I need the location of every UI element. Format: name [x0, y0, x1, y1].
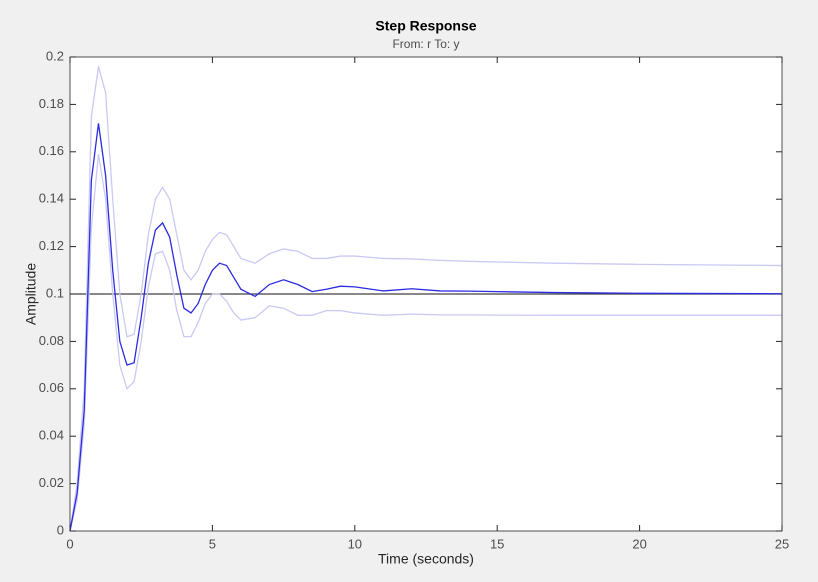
- x-tick-label: 25: [775, 536, 789, 551]
- series-line: [69, 123, 783, 532]
- y-tick-label: 0.18: [39, 96, 64, 111]
- y-tick-label: 0.12: [39, 238, 64, 253]
- x-tick-label: 5: [209, 536, 216, 551]
- x-tick-label: 15: [490, 536, 504, 551]
- y-axis-label: Amplitude: [23, 263, 39, 325]
- y-tick-label: 0: [57, 522, 64, 537]
- chart-subtitle: From: r To: y: [392, 37, 459, 51]
- x-tick-label: 0: [66, 536, 73, 551]
- y-tick-label: 0.16: [39, 143, 64, 158]
- y-tick-label: 0.08: [39, 333, 64, 348]
- chart-title: Step Response: [375, 18, 476, 34]
- series-line: [69, 66, 783, 532]
- x-axis-label: Time (seconds): [378, 551, 474, 567]
- x-tick-label: 20: [632, 536, 646, 551]
- y-tick-label: 0.04: [39, 428, 64, 443]
- y-tick-label: 0.02: [39, 475, 64, 490]
- y-tick-label: 0.06: [39, 380, 64, 395]
- series-line: [69, 154, 782, 532]
- plot-frame: [69, 56, 783, 532]
- y-tick-label: 0.14: [39, 191, 64, 206]
- y-tick-label: 0.1: [46, 285, 64, 300]
- y-tick-label: 0.2: [46, 48, 64, 63]
- x-tick-label: 10: [348, 536, 362, 551]
